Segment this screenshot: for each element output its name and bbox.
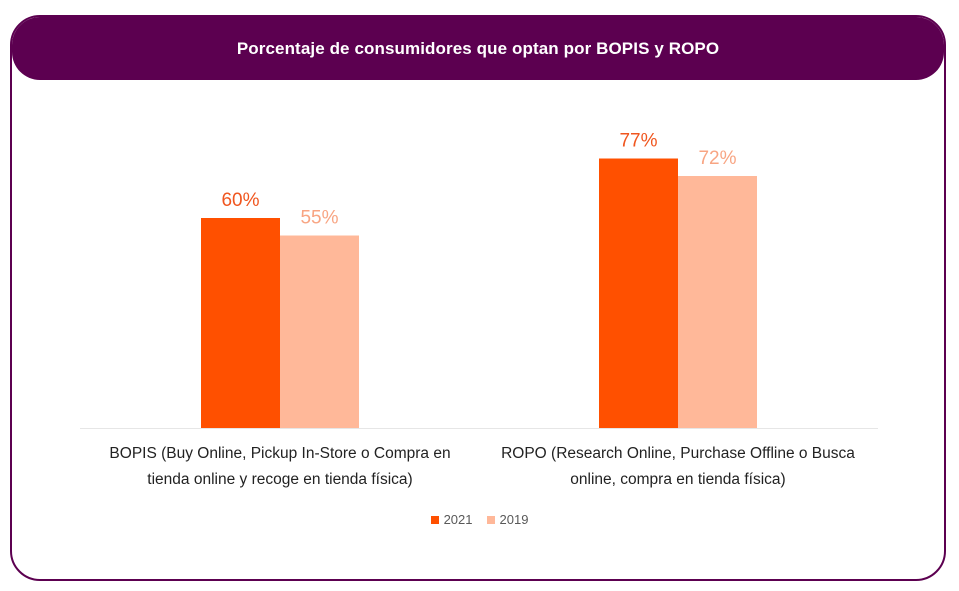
bar-bopis-2019 bbox=[280, 235, 359, 428]
bar-ropo-2019 bbox=[678, 176, 757, 428]
data-label-ropo-2021: 77% bbox=[619, 131, 657, 152]
chart-title: Porcentaje de consumidores que optan por… bbox=[236, 38, 720, 58]
chart-legend: 2021 2019 bbox=[0, 512, 959, 527]
legend-swatch-2021 bbox=[430, 515, 439, 524]
bar-ropo-2021 bbox=[599, 158, 678, 428]
category-label-bopis: BOPIS (Buy Online, Pickup In-Store o Com… bbox=[109, 445, 451, 488]
data-label-bopis-2021: 60% bbox=[221, 190, 259, 211]
chart-header: Porcentaje de consumidores que optan por… bbox=[12, 17, 944, 80]
data-label-ropo-2019: 72% bbox=[698, 148, 736, 169]
data-label-bopis-2019: 55% bbox=[300, 208, 338, 229]
legend-item-2021: 2021 bbox=[430, 512, 473, 527]
chart-card: Porcentaje de consumidores que optan por… bbox=[10, 15, 946, 581]
legend-label-2021: 2021 bbox=[443, 512, 473, 527]
legend-item-2019: 2019 bbox=[486, 512, 529, 527]
category-label-ropo: ROPO (Research Online, Purchase Offline … bbox=[501, 445, 855, 488]
legend-swatch-2019 bbox=[486, 515, 495, 524]
legend-label-2019: 2019 bbox=[499, 512, 529, 527]
bar-bopis-2021 bbox=[201, 218, 280, 428]
